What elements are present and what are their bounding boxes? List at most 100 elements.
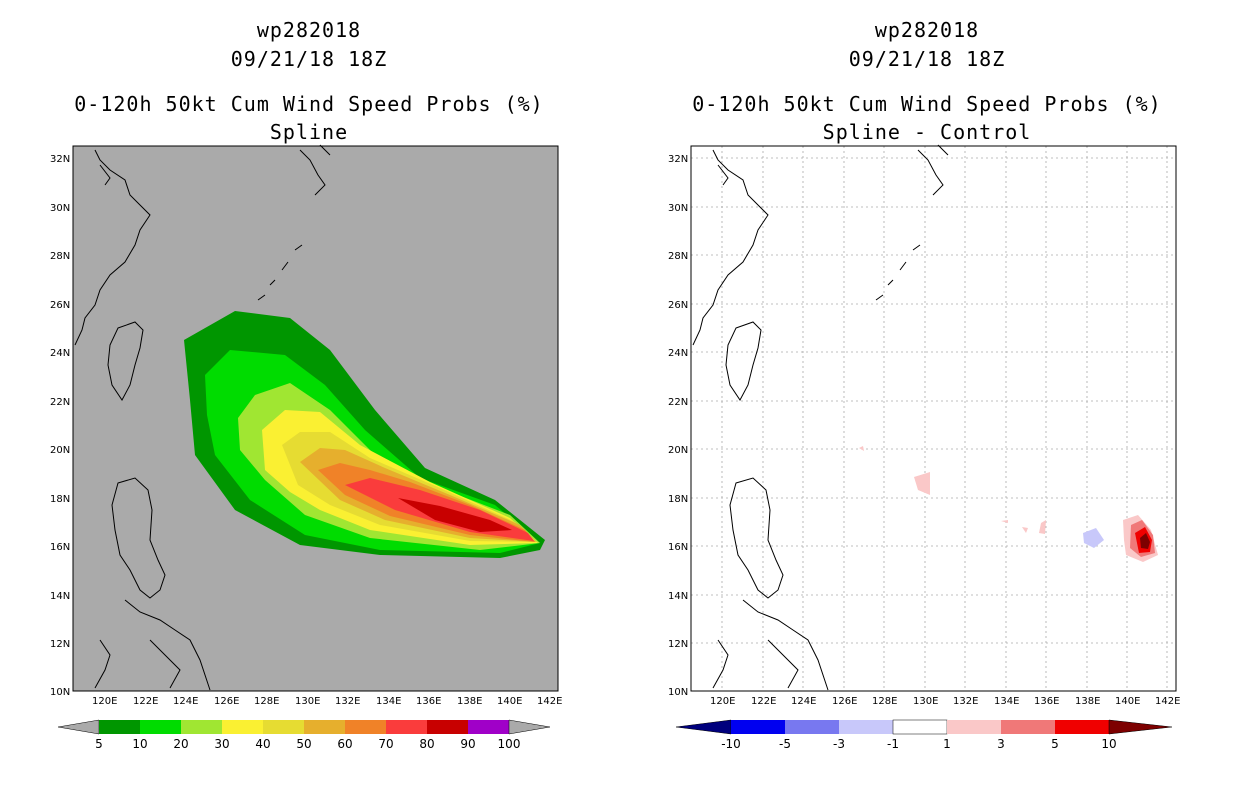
taiwan-island [725, 321, 762, 401]
lon-label: 132E [335, 696, 360, 707]
colorbar-label: 10 [1101, 737, 1117, 751]
lon-axis-labels: 120E 122E 124E 126E 128E 130E 132E 134E … [710, 696, 1180, 707]
lon-label: 138E [1075, 696, 1100, 707]
colorbar-swatch [304, 720, 345, 734]
luzon-island [111, 477, 166, 599]
colorbar-swatch [181, 720, 222, 734]
colorbar-label: 5 [95, 737, 103, 751]
lon-label: 136E [1034, 696, 1059, 707]
coastline [692, 144, 949, 691]
colorbar-label: 50 [296, 737, 312, 751]
lat-label: 10N [668, 687, 688, 698]
colorbar-label: 70 [378, 737, 394, 751]
lon-label: 128E [872, 696, 897, 707]
right-panel: wp282018 09/21/18 18Z 0-120h 50kt Cum Wi… [618, 0, 1236, 800]
colorbar-label: 100 [497, 737, 521, 751]
colorbar-swatch [222, 720, 263, 734]
lon-label: 142E [1155, 696, 1180, 707]
map-background [691, 146, 1176, 691]
lon-label: 124E [173, 696, 198, 707]
coastline [74, 144, 331, 691]
colorbar-label: -1 [887, 737, 899, 751]
lat-label: 14N [50, 591, 70, 602]
lat-label: 12N [668, 639, 688, 650]
colorbar-label: 5 [1051, 737, 1059, 751]
colorbar-label: -5 [779, 737, 791, 751]
lat-label: 22N [50, 397, 70, 408]
map-frame [72, 145, 559, 692]
lon-label: 136E [416, 696, 441, 707]
lat-label: 32N [668, 154, 688, 165]
colorbar-swatch [731, 720, 785, 734]
probability-contours [184, 311, 545, 558]
subtitle: Spline - Control [822, 120, 1032, 144]
colorbar-label: 90 [460, 737, 476, 751]
lon-label: 120E [710, 696, 735, 707]
ryukyu-islands [875, 244, 921, 301]
lon-label: 130E [295, 696, 320, 707]
colorbar-label: 80 [419, 737, 435, 751]
contour-80 [398, 498, 512, 532]
china-coast [74, 149, 151, 346]
lat-axis-labels: 32N 30N 28N 26N 24N 22N 20N 18N 16N 14N … [50, 154, 70, 698]
lat-label: 30N [50, 203, 70, 214]
probability-map: 32N 30N 28N 26N 24N 22N 20N 18N 16N 14N … [50, 144, 562, 735]
colorbar-right-arrow [508, 719, 551, 735]
ryukyu-islands [257, 244, 303, 301]
lon-label: 120E [92, 696, 117, 707]
diff-positive-patch [1039, 520, 1046, 534]
lat-label: 22N [668, 397, 688, 408]
colorbar-label: 10 [132, 737, 148, 751]
lat-label: 32N [50, 154, 70, 165]
lat-label: 30N [668, 203, 688, 214]
colorbar-swatch [468, 720, 509, 734]
colorbar-label: 60 [337, 737, 353, 751]
lon-label: 128E [254, 696, 279, 707]
product-title: 0-120h 50kt Cum Wind Speed Probs (%) [74, 92, 544, 116]
lat-label: 24N [668, 348, 688, 359]
lat-label: 16N [668, 542, 688, 553]
colorbar-left-arrow [57, 719, 100, 735]
lat-axis-labels: 32N 30N 28N 26N 24N 22N 20N 18N 16N 14N … [668, 154, 688, 698]
lon-label: 142E [537, 696, 562, 707]
diff-positive-patch [914, 472, 930, 495]
lon-label: 132E [953, 696, 978, 707]
colorbar-swatch [263, 720, 304, 734]
lon-label: 130E [913, 696, 938, 707]
lon-label: 126E [214, 696, 239, 707]
datetime-title: 09/21/18 18Z [230, 47, 388, 71]
lat-label: 14N [668, 591, 688, 602]
lat-label: 24N [50, 348, 70, 359]
colorbar-left-arrow [675, 719, 732, 735]
diff-positive-max [1140, 533, 1150, 549]
colorbar-swatch [839, 720, 893, 734]
colorbar-label: 40 [255, 737, 271, 751]
taiwan-island [107, 321, 144, 401]
lon-label: 126E [832, 696, 857, 707]
diff-positive-patch [859, 446, 864, 451]
diff-negative-patch [1083, 528, 1104, 548]
lon-label: 140E [497, 696, 522, 707]
lat-label: 28N [50, 251, 70, 262]
map-frame [690, 145, 1177, 692]
colorbar [57, 719, 551, 735]
difference-map: 32N 30N 28N 26N 24N 22N 20N 18N 16N 14N … [668, 144, 1180, 735]
colorbar-swatch [947, 720, 1001, 734]
storm-id-title: wp282018 [874, 18, 980, 42]
lat-label: 20N [668, 445, 688, 456]
lon-label: 134E [994, 696, 1019, 707]
colorbar [675, 719, 1173, 735]
colorbar-swatch [386, 720, 427, 734]
storm-id-title: wp282018 [256, 18, 362, 42]
colorbar-label: 1 [943, 737, 951, 751]
diff-positive-patch [1022, 527, 1028, 533]
philippines-south [94, 599, 211, 691]
colorbar-swatch [785, 720, 839, 734]
lat-label: 10N [50, 687, 70, 698]
lat-label: 20N [50, 445, 70, 456]
lat-label: 16N [50, 542, 70, 553]
colorbar-swatch [427, 720, 468, 734]
kyushu-coast [917, 144, 949, 196]
colorbar-label: -10 [721, 737, 741, 751]
datetime-title: 09/21/18 18Z [848, 47, 1006, 71]
